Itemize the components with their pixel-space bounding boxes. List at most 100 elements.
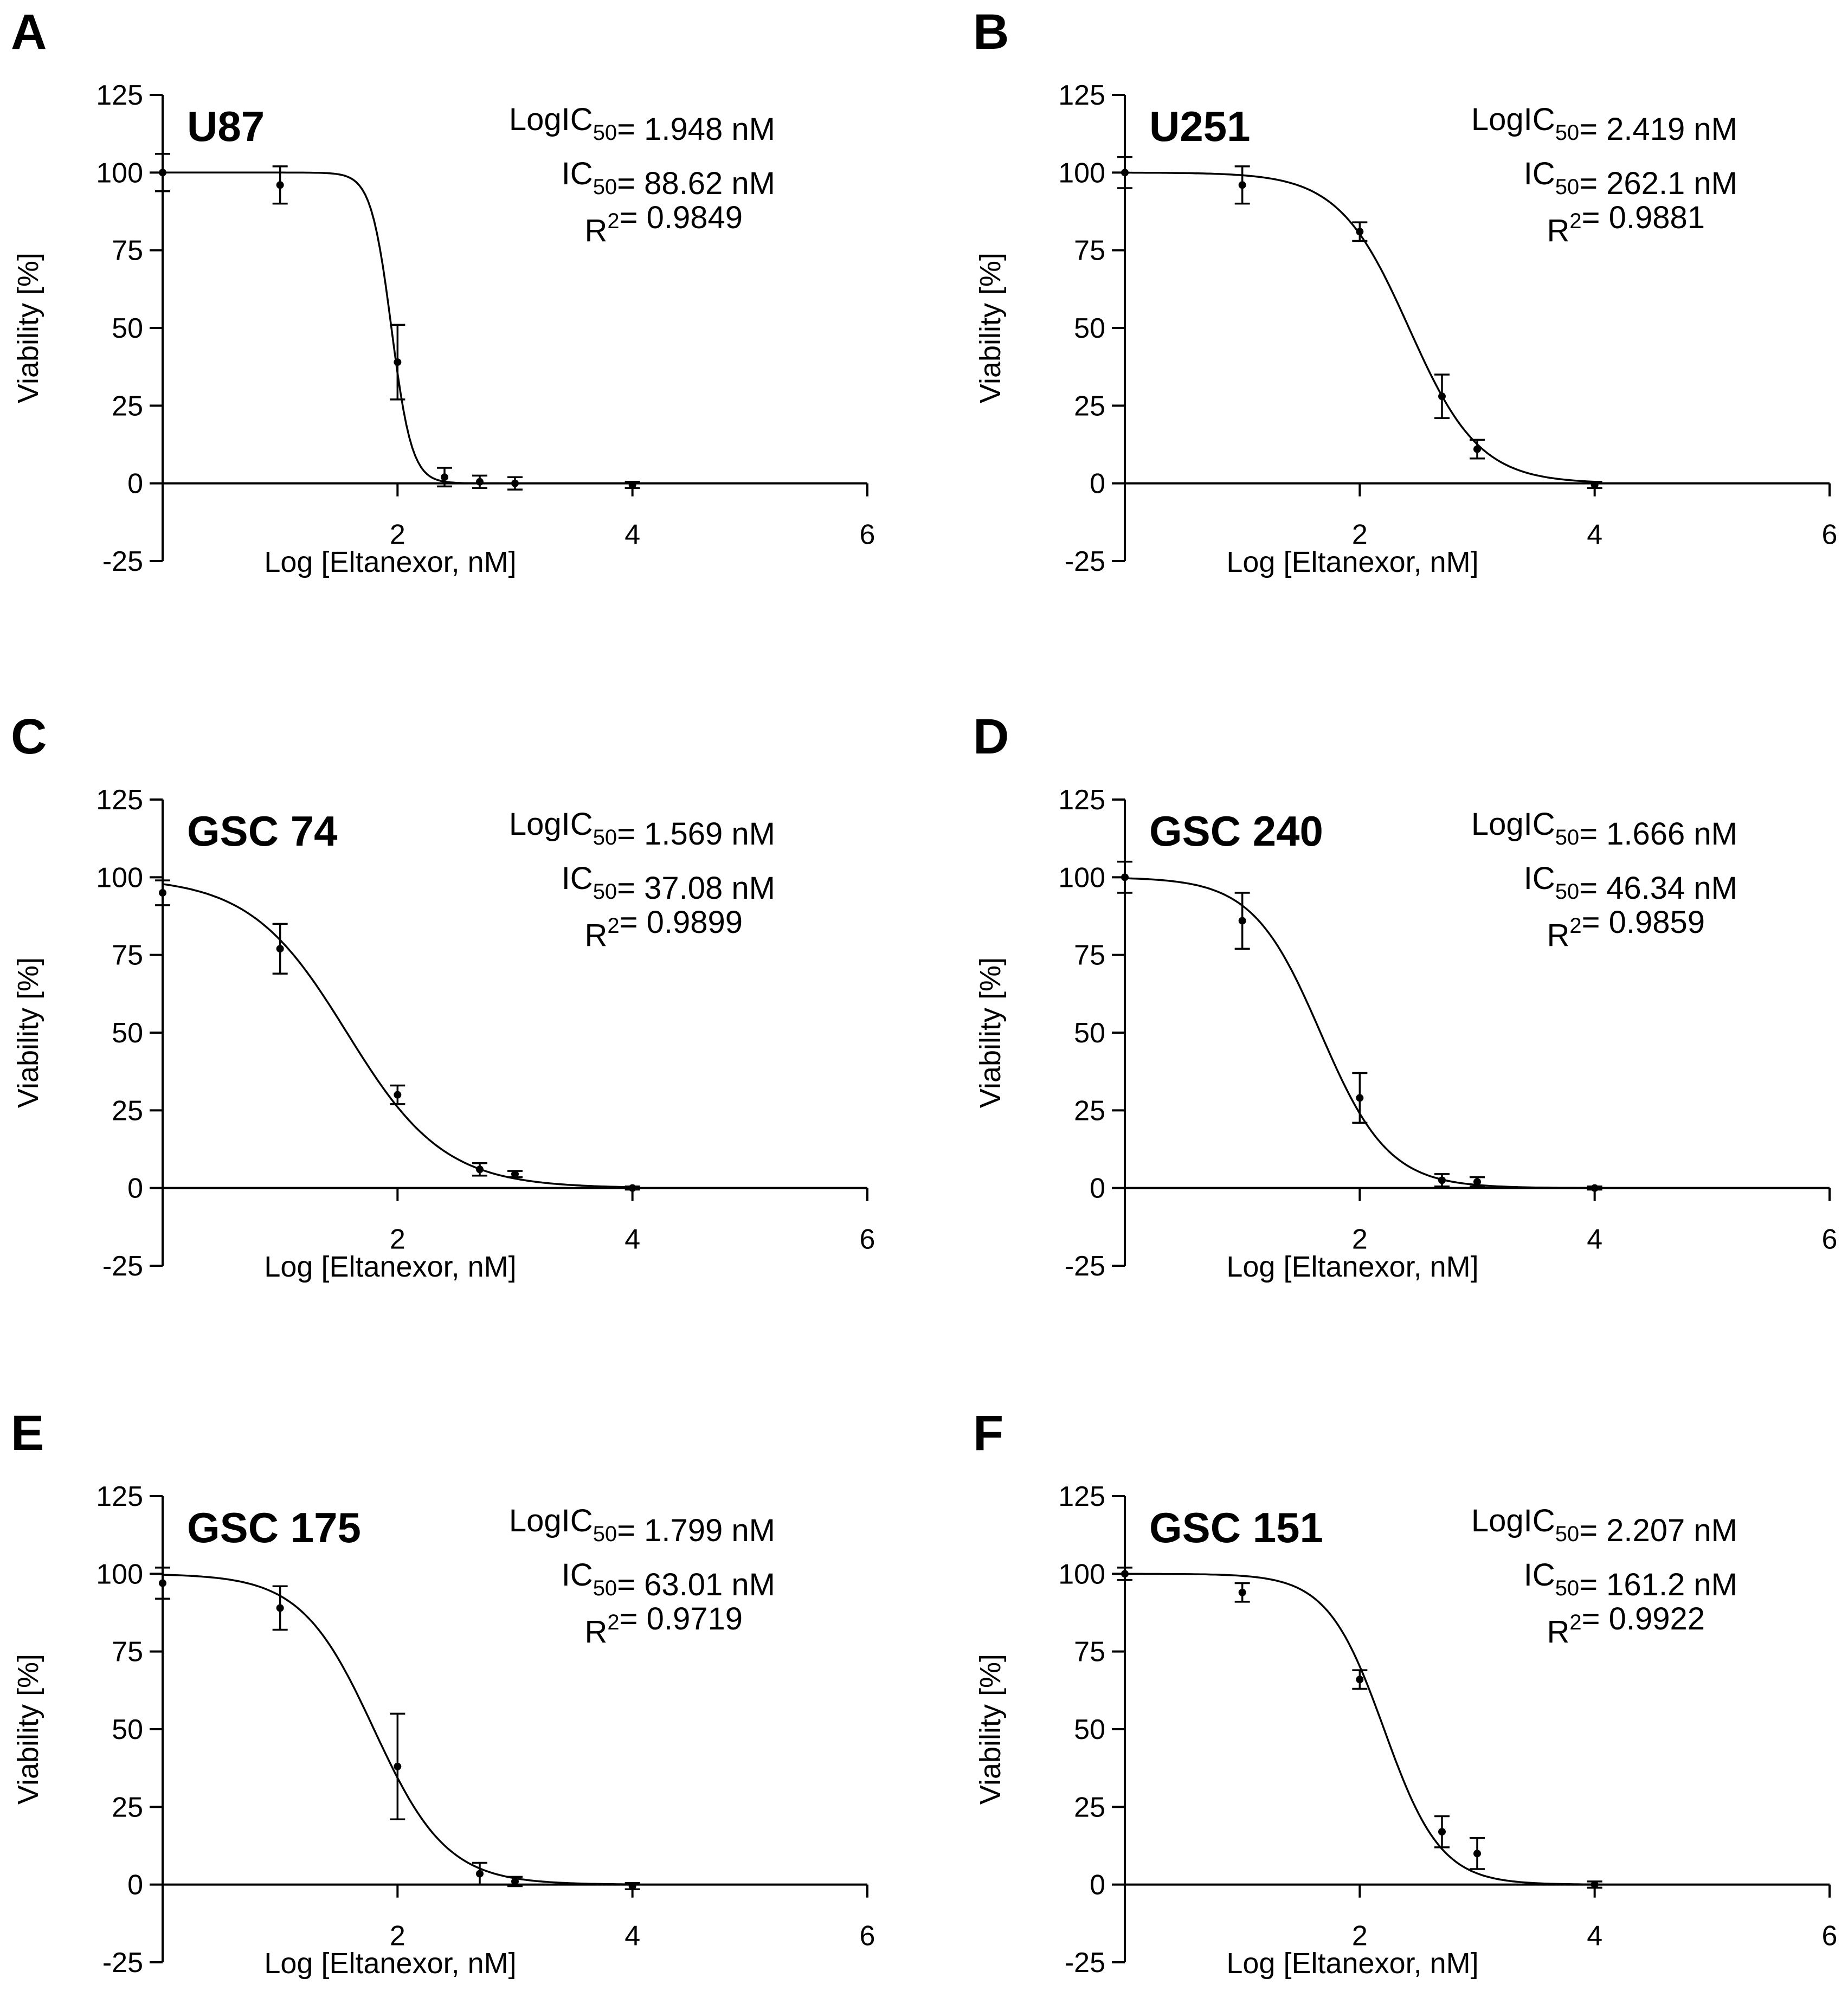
y-tick-label: 0 (1090, 468, 1105, 500)
point-marker (441, 473, 448, 481)
y-tick-label: -25 (1065, 1947, 1105, 1979)
y-tick-label: 0 (1090, 1173, 1105, 1204)
point-marker (476, 478, 484, 486)
y-tick-label: 25 (112, 390, 143, 422)
y-tick-label: 0 (127, 1870, 143, 1901)
panel-letter: F (973, 1406, 1003, 1461)
cell-line-title: U251 (1149, 102, 1250, 150)
y-tick-label: 75 (1074, 940, 1105, 971)
point-marker (1438, 392, 1446, 401)
point-marker (276, 181, 284, 189)
data-point (1434, 1173, 1450, 1188)
ic50-stat: IC50= 88.62 nM (562, 156, 775, 201)
panel-letter: D (973, 709, 1009, 764)
fit-curve (162, 883, 633, 1188)
y-tick-label: 50 (1074, 1714, 1105, 1745)
point-marker (394, 1762, 402, 1770)
data-point (1117, 860, 1132, 894)
ic50-stat: IC50= 161.2 nM (1524, 1557, 1737, 1602)
x-tick-label: 2 (1352, 1224, 1368, 1255)
cell-line-title: GSC 74 (187, 807, 337, 855)
chart-panel-b: B U251 LogIC50= 2.419 nM IC50= 262.1 nMR2= … (973, 4, 1837, 578)
x-axis-title: Log [Eltanexor, nM] (264, 546, 516, 578)
y-tick-label: 75 (112, 1637, 143, 1668)
y-tick-label: 125 (1058, 1481, 1105, 1512)
point-marker (159, 1579, 166, 1587)
x-tick-label: 6 (1822, 519, 1838, 551)
log-ic50-stat: LogIC50= 1.799 nM (509, 1503, 775, 1548)
data-point (437, 467, 452, 488)
fit-curve (1124, 877, 1595, 1189)
y-axis-title: Viability [%] (12, 253, 44, 403)
y-tick-label: 25 (112, 1095, 143, 1126)
r-squared-stat: R2= 0.9719 (584, 1601, 743, 1650)
y-tick-label: 100 (1058, 1558, 1105, 1590)
y-tick-label: 25 (1074, 1095, 1105, 1126)
y-tick-label: 75 (1074, 235, 1105, 267)
x-tick-label: 2 (390, 1224, 405, 1255)
data-point (155, 153, 170, 192)
y-tick-label: 125 (96, 80, 143, 111)
point-marker (1121, 169, 1129, 177)
cell-line-title: GSC 175 (187, 1504, 361, 1551)
data-point (1470, 439, 1485, 460)
data-point (1234, 165, 1250, 205)
x-axis-title: Log [Eltanexor, nM] (264, 1947, 516, 1980)
data-point (390, 324, 405, 401)
panel-letter: E (11, 1406, 44, 1461)
data-point (1352, 1669, 1368, 1690)
point-marker (1356, 228, 1364, 236)
point-marker (276, 1604, 284, 1612)
point-marker (1438, 1828, 1446, 1836)
x-axis-title: Log [Eltanexor, nM] (1226, 1251, 1478, 1283)
data-point (390, 1712, 405, 1821)
point-marker (1356, 1094, 1364, 1102)
point-marker (1238, 1588, 1246, 1596)
point-marker (511, 1170, 519, 1178)
x-tick-label: 6 (860, 1224, 875, 1255)
x-tick-label: 2 (1352, 519, 1368, 551)
x-tick-label: 2 (1352, 1921, 1368, 1952)
y-tick-label: 0 (127, 468, 143, 500)
r-squared-stat: R2= 0.9922 (1547, 1601, 1705, 1650)
chart-panel-c: C GSC 74 LogIC50= 1.569 nM IC50= 37.08 nMR2… (11, 709, 875, 1283)
y-tick-label: 125 (1058, 80, 1105, 111)
point-marker (1591, 481, 1599, 489)
log-ic50-stat: LogIC50= 1.569 nM (509, 807, 775, 852)
ic50-stat: IC50= 46.34 nM (1524, 861, 1737, 906)
data-point (624, 1184, 640, 1192)
y-tick-label: 100 (96, 157, 143, 189)
data-point (624, 481, 640, 489)
data-point (507, 476, 523, 491)
data-point (472, 1861, 487, 1886)
point-marker (394, 358, 402, 366)
y-tick-label: 75 (112, 235, 143, 267)
y-axis-title: Viability [%] (12, 957, 44, 1108)
fit-curve (1125, 1573, 1595, 1886)
panel-letter: A (11, 4, 47, 60)
cell-line-title: U87 (187, 102, 265, 150)
y-tick-label: 100 (1058, 862, 1105, 893)
point-marker (1473, 1178, 1481, 1186)
log-ic50-stat: LogIC50= 1.666 nM (1471, 807, 1737, 852)
panel-letter: C (11, 709, 47, 764)
point-marker (476, 1870, 484, 1878)
x-tick-label: 6 (860, 519, 875, 551)
data-point (472, 1162, 487, 1177)
x-tick-label: 6 (1822, 1921, 1838, 1952)
y-tick-label: 125 (96, 784, 143, 816)
y-axis-title: Viability [%] (974, 1654, 1007, 1805)
data-point (624, 1882, 640, 1891)
y-tick-label: 50 (1074, 1017, 1105, 1049)
point-marker (1238, 181, 1246, 189)
cell-line-title: GSC 151 (1149, 1504, 1323, 1551)
y-tick-label: -25 (102, 1947, 143, 1979)
data-point (1352, 1072, 1368, 1124)
point-marker (1238, 917, 1246, 925)
point-marker (628, 481, 636, 489)
log-ic50-stat: LogIC50= 2.419 nM (1471, 102, 1737, 147)
y-axis-title: Viability [%] (974, 253, 1007, 403)
point-marker (1121, 1570, 1129, 1578)
